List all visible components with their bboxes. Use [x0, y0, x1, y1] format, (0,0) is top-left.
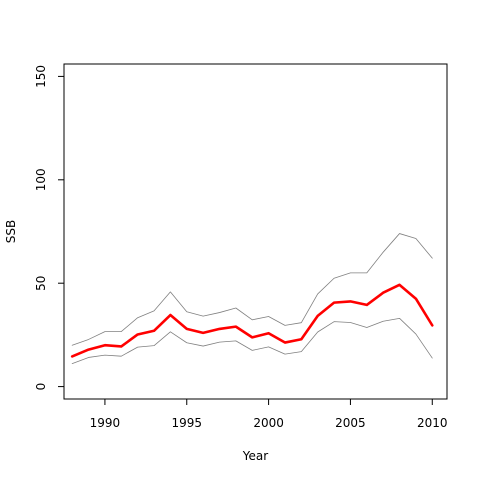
series-line-upper	[71, 233, 433, 346]
y-tick-label: 50	[34, 276, 48, 291]
y-tick-label: 150	[34, 65, 48, 88]
y-tick-label: 0	[34, 383, 48, 391]
series-layer	[70, 233, 434, 365]
series-line-estimate	[70, 283, 434, 358]
series-line-lower	[71, 317, 433, 365]
axis-layer: 1990 1995 2000 2005 2010 0 50 100 150	[34, 65, 448, 430]
x-tick-label: 1990	[90, 416, 121, 430]
x-tick-label: 2000	[253, 416, 284, 430]
y-tick-label: 100	[34, 168, 48, 191]
x-tick-label: 2010	[417, 416, 448, 430]
x-axis-label: Year	[242, 449, 268, 463]
y-axis-label: SSB	[4, 220, 18, 243]
x-tick-label: 1995	[171, 416, 202, 430]
x-tick-label: 2005	[335, 416, 366, 430]
